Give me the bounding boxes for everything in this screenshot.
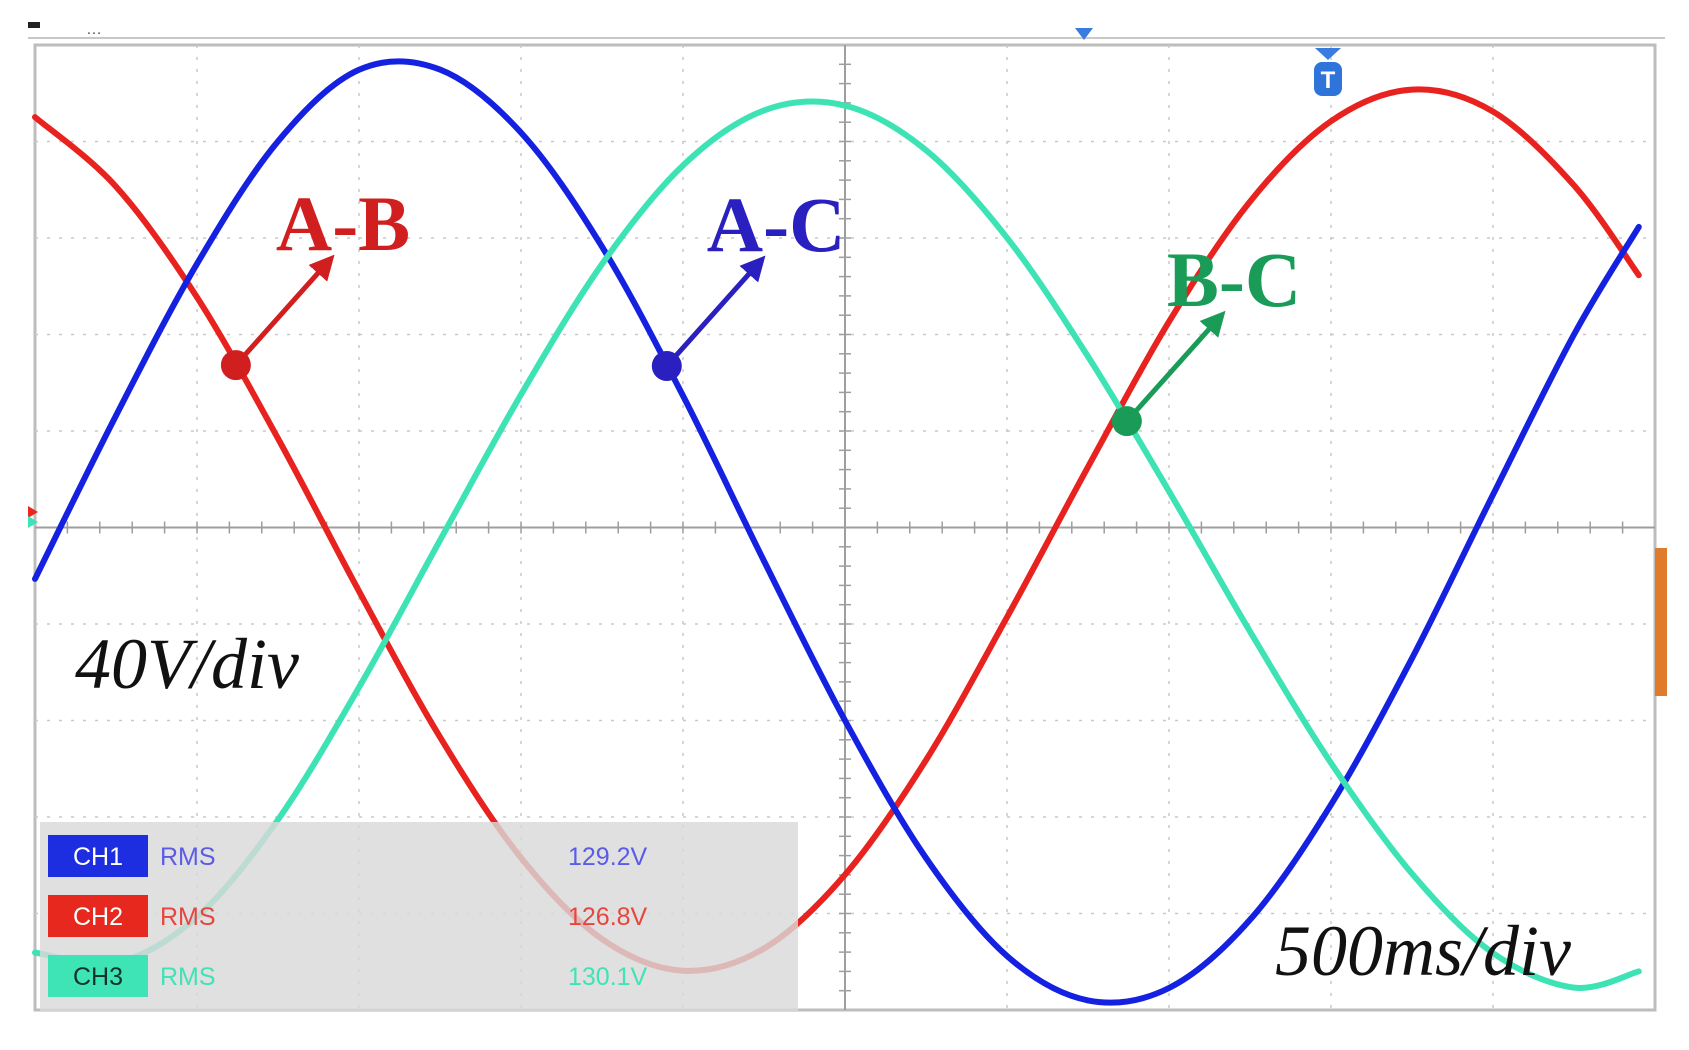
measurement-value: 129.2V: [568, 843, 648, 871]
annotation-label: A-C: [707, 181, 846, 268]
trigger-level-marker: [1655, 548, 1667, 696]
trigger-t-icon: T: [1314, 48, 1342, 96]
channel-badge: [48, 955, 148, 997]
channel-ground-marker: [28, 516, 38, 528]
measurement-value: 130.1V: [568, 963, 648, 991]
annotation-arrow: [1125, 310, 1226, 423]
measurement-row: CH1 RMS 129.2V: [48, 835, 648, 877]
top-status-text: …: [86, 21, 102, 38]
channel-badge-label: CH2: [73, 903, 123, 931]
annotation-arrow: [664, 255, 766, 368]
trace-b-c: [32, 98, 1642, 991]
annotation-label: B-C: [1167, 236, 1301, 323]
measurement-row: CH2 RMS 126.8V: [48, 895, 648, 937]
measurement-value: 126.8V: [568, 903, 648, 931]
measurement-type: RMS: [160, 963, 216, 991]
vertical-scale-label: 40V/div: [75, 624, 299, 704]
horizontal-scale-label: 500ms/div: [1275, 911, 1571, 991]
annotation-label: A-B: [276, 180, 410, 267]
top-status-bar: …: [28, 21, 1665, 40]
measurement-row: CH3 RMS 130.1V: [48, 955, 648, 997]
measurement-type: RMS: [160, 843, 216, 871]
channel-badge: [48, 835, 148, 877]
svg-text:T: T: [1321, 67, 1336, 94]
trace-a-c: [32, 58, 1642, 1006]
trigger-position-marker: [1075, 28, 1093, 40]
measurement-type: RMS: [160, 903, 216, 931]
waveform-traces: [32, 58, 1642, 1006]
measurement-rows: CH1 RMS 129.2V CH2 RMS 126.8V CH3 RMS 130.1V: [48, 835, 648, 997]
trace-a-b: [32, 86, 1642, 974]
channel-ground-marker: [28, 506, 38, 518]
channel-badge: [48, 895, 148, 937]
annotation-arrow: [234, 254, 335, 367]
channel-badge-label: CH1: [73, 843, 123, 871]
measurement-panel: CH1 RMS 129.2V CH2 RMS 126.8V CH3 RMS 130.1V: [40, 822, 798, 1012]
trace-annotations: A-B A-C B-C: [220, 180, 1301, 437]
channel-badge-label: CH3: [73, 963, 123, 991]
